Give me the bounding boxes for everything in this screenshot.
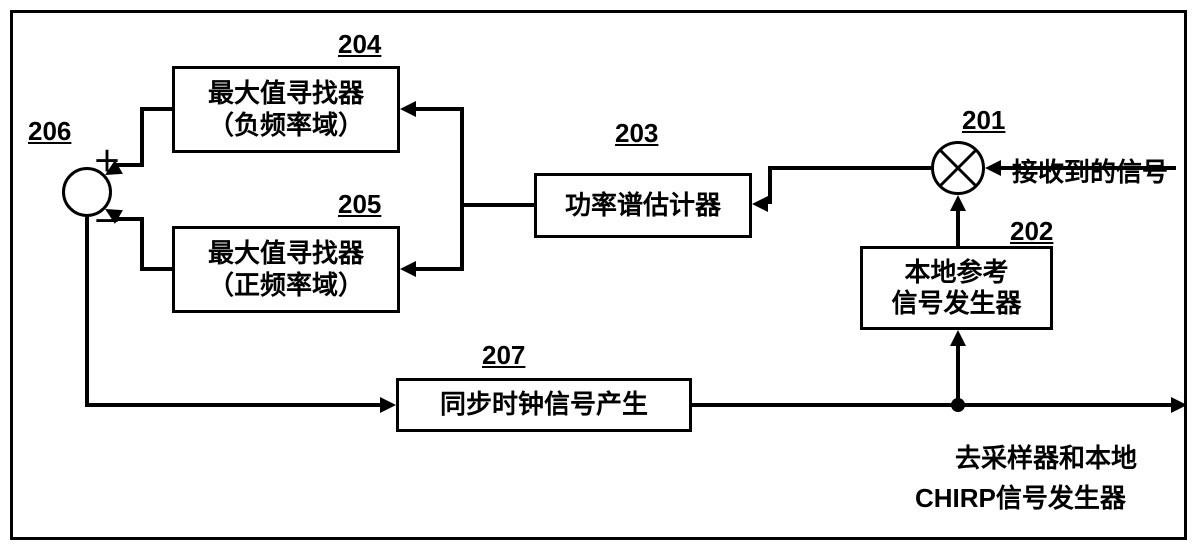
label-205: 205	[338, 189, 381, 220]
arrow-split-204	[400, 101, 416, 117]
edge-203-split-h	[460, 203, 534, 207]
edge-204-206-h	[140, 107, 172, 111]
block-202-line2: 信号发生器	[891, 288, 1021, 319]
block-203: 功率谱估计器	[534, 173, 752, 238]
output-label-2: CHIRP信号发生器	[915, 478, 1126, 515]
block-202: 本地参考 信号发生器	[860, 246, 1053, 330]
edge-206-207-h	[85, 403, 380, 407]
block-202-line1: 本地参考	[904, 257, 1008, 288]
arrow-207-out	[1171, 397, 1187, 413]
block-204-line2: （负频率域）	[208, 110, 364, 141]
edge-204-206-v	[140, 107, 144, 165]
edge-207-out-h	[692, 403, 1171, 407]
edge-205-206-v	[140, 217, 144, 271]
block-204-line1: 最大值寻找器	[208, 78, 364, 109]
arrow-207-202	[950, 330, 966, 346]
block-205-line2: （正频率域）	[208, 270, 364, 301]
edge-201-203-v	[768, 166, 772, 204]
edge-201-203	[768, 166, 931, 170]
arrow-input-201	[985, 160, 1001, 176]
label-203: 203	[615, 118, 658, 149]
arrow-split-205	[400, 261, 416, 277]
label-204: 204	[338, 29, 381, 60]
block-203-line1: 功率谱估计器	[565, 190, 721, 221]
edge-split-v	[460, 107, 464, 271]
arrow-206-207	[380, 397, 396, 413]
diagram-canvas: 最大值寻找器 （负频率域） 204 最大值寻找器 （正频率域） 205 功率谱估…	[0, 0, 1197, 550]
label-202: 202	[1010, 216, 1053, 247]
input-label: 接收到的信号	[1012, 152, 1168, 189]
edge-207-202-v	[956, 346, 960, 403]
output-label-1: 去采样器和本地	[955, 438, 1137, 475]
block-205-line1: 最大值寻找器	[208, 238, 364, 269]
block-207-line1: 同步时钟信号产生	[440, 389, 648, 420]
block-205: 最大值寻找器 （正频率域）	[172, 226, 400, 313]
block-207: 同步时钟信号产生	[396, 378, 692, 432]
edge-204-206-h2	[116, 163, 144, 167]
label-201: 201	[962, 105, 1005, 136]
edge-205-206-h2	[116, 217, 144, 221]
block-204: 最大值寻找器 （负频率域）	[172, 66, 400, 153]
edge-split-205	[416, 267, 462, 271]
edge-split-204	[416, 107, 462, 111]
label-206: 206	[28, 116, 71, 147]
multiplier-201	[931, 141, 985, 195]
edge-205-206-h	[140, 267, 172, 271]
label-207: 207	[482, 340, 525, 371]
edge-206-207-v	[85, 217, 89, 403]
edge-input-201	[1001, 166, 1176, 170]
arrow-201-203	[752, 196, 768, 212]
edge-202-201	[956, 211, 960, 246]
arrow-202-201	[950, 195, 966, 211]
